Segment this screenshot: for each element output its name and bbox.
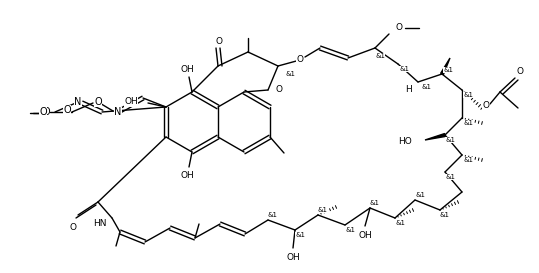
- Text: &1: &1: [415, 192, 425, 198]
- Text: &1: &1: [463, 157, 473, 163]
- Text: &1: &1: [375, 53, 385, 59]
- Text: &1: &1: [286, 71, 296, 77]
- Text: O: O: [63, 105, 71, 115]
- Text: &1: &1: [463, 92, 473, 98]
- Text: &1: &1: [463, 120, 473, 126]
- Text: O: O: [94, 97, 102, 107]
- Text: &1: &1: [395, 220, 405, 226]
- Text: HN: HN: [93, 219, 107, 229]
- Text: &1: &1: [268, 212, 278, 218]
- Text: &1: &1: [345, 227, 355, 233]
- Text: O: O: [396, 23, 403, 32]
- Text: N: N: [74, 97, 82, 107]
- Text: &1: &1: [443, 67, 453, 73]
- Text: &1: &1: [421, 84, 431, 90]
- Text: OH: OH: [180, 66, 194, 75]
- Text: &1: &1: [440, 212, 450, 218]
- Text: &1: &1: [370, 200, 380, 206]
- Text: HO: HO: [398, 136, 412, 146]
- Text: &1: &1: [445, 174, 455, 180]
- Text: &1: &1: [399, 66, 409, 72]
- Text: OH: OH: [180, 171, 194, 180]
- Text: O: O: [216, 37, 223, 46]
- Text: O: O: [39, 107, 47, 117]
- Text: &1: &1: [295, 232, 305, 238]
- Text: OH: OH: [358, 232, 372, 241]
- Text: O: O: [42, 107, 50, 117]
- Text: O: O: [516, 67, 523, 76]
- Text: &1: &1: [318, 207, 328, 213]
- Text: O: O: [482, 100, 489, 109]
- Text: N: N: [114, 107, 122, 117]
- Polygon shape: [425, 133, 445, 140]
- Polygon shape: [441, 58, 450, 75]
- Text: O: O: [70, 222, 77, 232]
- Text: OH: OH: [286, 254, 300, 263]
- Text: O: O: [296, 55, 303, 64]
- Text: H: H: [405, 85, 411, 94]
- Text: &1: &1: [445, 137, 455, 143]
- Text: O: O: [275, 85, 282, 94]
- Text: OH: OH: [125, 97, 138, 106]
